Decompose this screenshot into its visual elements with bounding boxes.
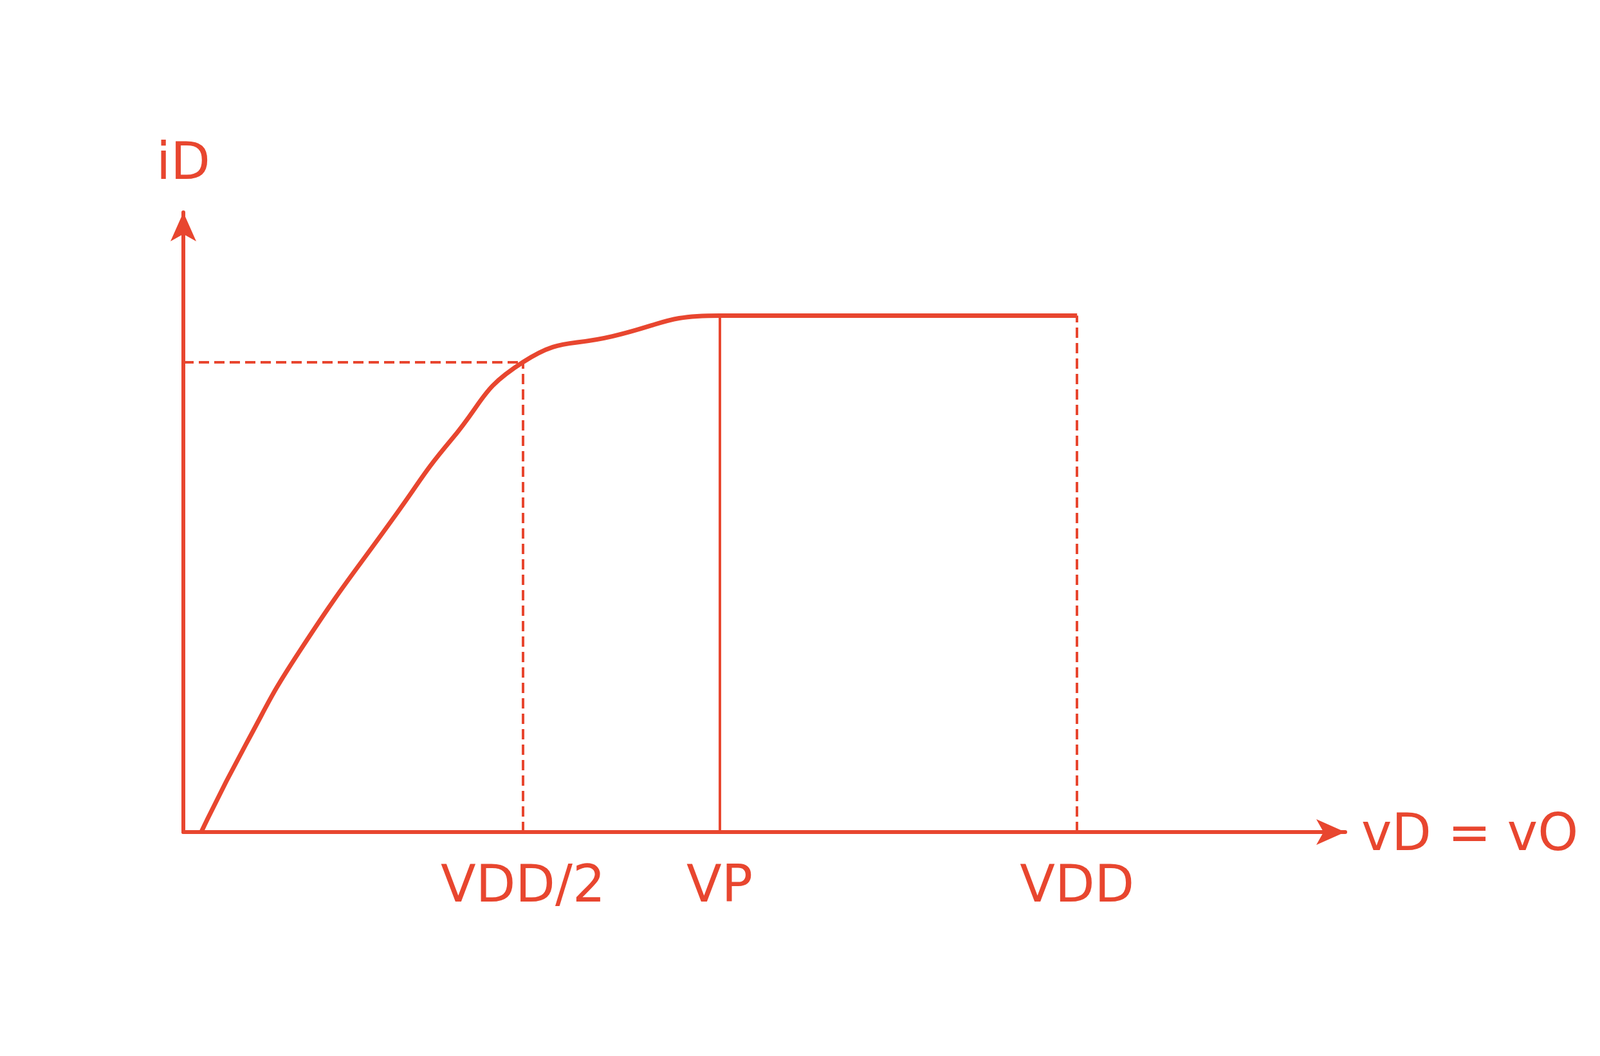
svg-text:vD = vO: vD = vO (1361, 802, 1579, 863)
svg-text:VP: VP (686, 853, 753, 914)
svg-text:VDD: VDD (1019, 853, 1135, 914)
svg-text:iD: iD (156, 131, 211, 192)
svg-text:VDD/2: VDD/2 (440, 853, 606, 914)
